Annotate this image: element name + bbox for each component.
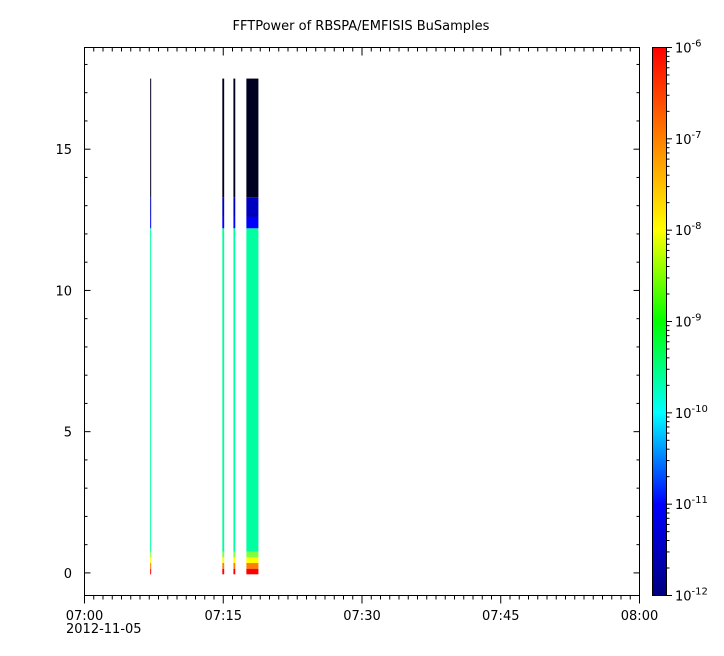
plot-frame — [84, 47, 640, 596]
colorbar-tick-label: 10-7 — [675, 130, 702, 148]
colorbar-tick-label: 10-12 — [675, 587, 708, 605]
spectrum-cell — [246, 568, 259, 575]
spectrum-cell — [150, 216, 152, 229]
y-tick-label: 15 — [55, 143, 72, 158]
spectrum-cell — [233, 568, 236, 575]
spectrum-cell — [150, 563, 152, 569]
spectrum-cell — [246, 78, 259, 198]
spectrum-cell — [233, 563, 236, 569]
colorbar: 10-6 10-7 10-8 10-9 10-10 10-11 10-12 — [652, 39, 708, 605]
spectrum-cell — [246, 216, 259, 229]
spectrum-cell — [222, 228, 225, 552]
spectrum-cell — [150, 557, 152, 564]
data-column-4 — [246, 78, 259, 575]
colorbar-tick-label: 10-9 — [675, 313, 702, 331]
y-axis: 0 5 10 15 — [55, 63, 640, 582]
colorbar-tick-label: 10-10 — [675, 404, 708, 422]
x-tick-label: 08:00 — [621, 609, 658, 624]
y-tick-label: 5 — [64, 426, 72, 441]
spectrum-cell — [222, 557, 225, 564]
spectrum-cell — [222, 197, 225, 217]
spectrum-cell — [246, 557, 259, 564]
spectrum-cell — [246, 228, 259, 552]
x-axis: 07:00 07:15 07:30 07:45 08:00 — [66, 47, 658, 624]
data-column-2 — [222, 78, 225, 575]
data-column-3 — [233, 78, 236, 575]
y-tick-label: 0 — [64, 567, 72, 582]
spectrum-cell — [246, 551, 259, 558]
spectrum-cell — [222, 568, 225, 575]
colorbar-tick-label: 10-11 — [675, 495, 708, 513]
x-tick-label: 07:15 — [205, 609, 242, 624]
spectrogram-data — [150, 78, 259, 575]
spectrum-cell — [150, 78, 152, 198]
x-tick-label: 07:00 — [66, 609, 103, 624]
x-date-label: 2012-11-05 — [66, 622, 142, 637]
spectrum-cell — [222, 216, 225, 229]
spectrum-cell — [233, 216, 236, 229]
colorbar-ticks: 10-6 10-7 10-8 10-9 10-10 10-11 10-12 — [666, 39, 708, 605]
plot-area — [84, 47, 640, 596]
chart-title: FFTPower of RBSPA/EMFISIS BuSamples — [233, 19, 490, 34]
spectrum-cell — [233, 197, 236, 217]
data-column-1 — [150, 78, 152, 575]
x-tick-label: 07:45 — [482, 609, 519, 624]
colorbar-tick-label: 10-6 — [675, 39, 702, 57]
spectrum-cell — [246, 197, 259, 217]
spectrum-cell — [233, 557, 236, 564]
spectrum-cell — [222, 78, 225, 198]
spectrum-cell — [150, 551, 152, 558]
spectrum-cell — [246, 563, 259, 569]
spectrum-cell — [150, 197, 152, 217]
x-tick-label: 07:30 — [343, 609, 380, 624]
spectrum-cell — [233, 551, 236, 558]
spectrum-cell — [233, 228, 236, 552]
y-tick-label: 10 — [55, 284, 72, 299]
spectrum-cell — [233, 78, 236, 198]
spectrum-cell — [222, 551, 225, 558]
spectrum-cell — [150, 568, 152, 575]
colorbar-gradient — [652, 47, 667, 596]
spectrum-cell — [222, 563, 225, 569]
spectrum-cell — [150, 228, 152, 552]
colorbar-tick-label: 10-8 — [675, 221, 702, 239]
